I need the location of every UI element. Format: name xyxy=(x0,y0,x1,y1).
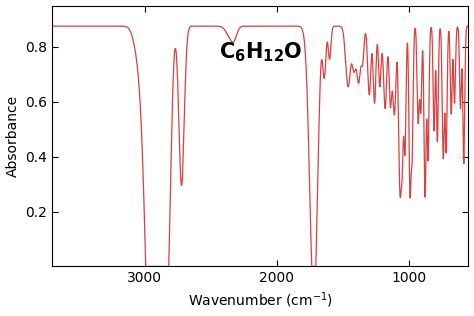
Text: $\mathbf{C_6H_{12}O}$: $\mathbf{C_6H_{12}O}$ xyxy=(219,41,302,64)
X-axis label: Wavenumber (cm$^{-1}$): Wavenumber (cm$^{-1}$) xyxy=(188,291,333,310)
Y-axis label: Absorbance: Absorbance xyxy=(6,95,19,177)
